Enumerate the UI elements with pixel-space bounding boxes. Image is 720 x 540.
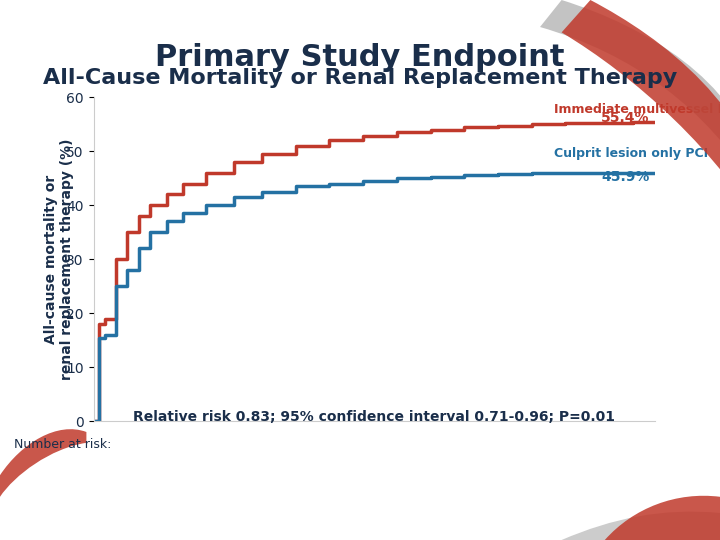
- Text: Primary Study Endpoint: Primary Study Endpoint: [156, 43, 564, 72]
- Text: Relative risk 0.83; 95% confidence interval 0.71-0.96; P=0.01: Relative risk 0.83; 95% confidence inter…: [133, 410, 616, 424]
- Text: All-Cause Mortality or Renal Replacement Therapy: All-Cause Mortality or Renal Replacement…: [43, 68, 677, 87]
- Text: Number at risk:: Number at risk:: [14, 438, 112, 451]
- Text: Immediate multivessel PCI: Immediate multivessel PCI: [554, 103, 720, 117]
- Text: 45.9%: 45.9%: [601, 170, 649, 184]
- Y-axis label: All-cause mortality or
renal replacement therapy (%): All-cause mortality or renal replacement…: [44, 138, 74, 380]
- Text: Culprit lesion only PCI: Culprit lesion only PCI: [554, 146, 708, 160]
- Text: 55.4%: 55.4%: [601, 111, 649, 125]
